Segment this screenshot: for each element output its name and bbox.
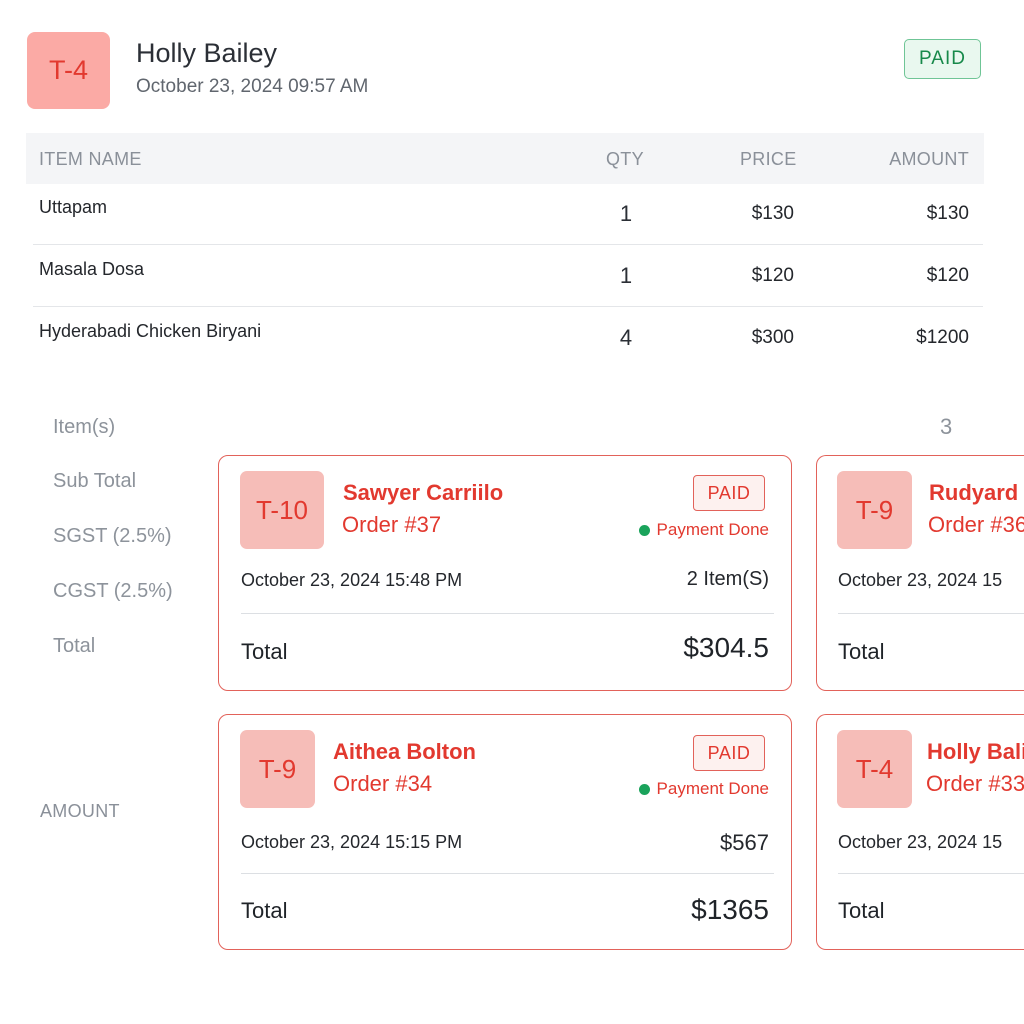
order-datetime: October 23, 2024 15:48 PM xyxy=(241,570,463,590)
items-count-label: Item(s) xyxy=(53,416,116,438)
card-divider xyxy=(838,613,1024,614)
order-datetime: October 23, 2024 15 xyxy=(838,570,1003,590)
table-row: Uttapam 1 $130 $130 xyxy=(26,185,984,247)
table-badge: T-9 xyxy=(837,471,912,549)
table-badge: T-4 xyxy=(837,730,912,808)
card-divider xyxy=(838,873,1024,874)
items-table-header: ITEM NAME QTY PRICE AMOUNT xyxy=(26,133,984,184)
order-datetime: October 23, 2024 15:15 PM xyxy=(241,832,463,852)
payment-status-text: Payment Done xyxy=(656,520,769,539)
order-card[interactable]: T-9 Aithea Bolton Order #34 PAID Payment… xyxy=(218,714,792,950)
amount-label: AMOUNT xyxy=(40,801,120,821)
subtotal-label: Sub Total xyxy=(53,470,137,492)
table-badge: T-9 xyxy=(240,730,315,808)
total-label: Total xyxy=(241,898,288,923)
order-datetime: October 23, 2024 09:57 AM xyxy=(136,76,369,97)
item-qty: 1 xyxy=(619,263,633,288)
row-divider xyxy=(33,306,983,307)
table-row: Masala Dosa 1 $120 $120 xyxy=(26,247,984,309)
item-amount: $120 xyxy=(926,265,969,286)
order-number: Order #37 xyxy=(342,512,442,537)
order-card[interactable]: T-10 Sawyer Carriilo Order #37 PAID Paym… xyxy=(218,455,792,691)
card-divider xyxy=(241,873,774,874)
total-label: Total xyxy=(838,898,885,923)
order-number: Order #34 xyxy=(333,771,433,796)
item-count: 2 Item(S) xyxy=(686,568,769,590)
item-name: Uttapam xyxy=(39,197,108,217)
item-amount: $130 xyxy=(926,203,969,224)
item-price: $300 xyxy=(751,327,794,348)
status-badge: PAID xyxy=(904,39,981,79)
table-badge: T-4 xyxy=(27,32,110,109)
total-label: Total xyxy=(53,635,96,657)
cgst-label: CGST (2.5%) xyxy=(53,580,173,602)
item-price: $120 xyxy=(751,265,794,286)
item-name: Hyderabadi Chicken Biryani xyxy=(39,321,262,341)
order-card[interactable]: T-9 Rudyard Order #36 October 23, 2024 1… xyxy=(816,455,1024,691)
total-label: Total xyxy=(838,639,885,664)
order-number: Order #33 xyxy=(926,771,1024,796)
order-datetime: October 23, 2024 15 xyxy=(838,832,1003,852)
table-row: Hyderabadi Chicken Biryani 4 $300 $1200 xyxy=(26,309,984,371)
customer-name: Sawyer Carriilo xyxy=(343,480,504,505)
order-total: $1365 xyxy=(691,894,769,925)
item-qty: 1 xyxy=(619,201,633,226)
order-meta: $567 xyxy=(720,830,769,855)
status-dot-icon xyxy=(638,524,650,536)
item-amount: $1200 xyxy=(916,327,969,348)
customer-name: Aithea Bolton xyxy=(333,739,476,764)
order-total: $304.5 xyxy=(683,632,769,663)
status-badge: PAID xyxy=(693,735,765,771)
payment-status: Payment Done xyxy=(638,520,769,540)
item-price: $130 xyxy=(751,203,794,224)
column-item-name: ITEM NAME xyxy=(39,149,142,169)
order-number: Order #36 xyxy=(928,512,1024,537)
order-card[interactable]: T-4 Holly Bali Order #33 October 23, 202… xyxy=(816,714,1024,950)
status-dot-icon xyxy=(638,783,650,795)
column-amount: AMOUNT xyxy=(889,149,969,169)
item-qty: 4 xyxy=(619,325,633,350)
column-price: PRICE xyxy=(740,149,797,169)
payment-status-text: Payment Done xyxy=(656,779,769,798)
total-label: Total xyxy=(241,639,288,664)
table-badge: T-10 xyxy=(240,471,324,549)
status-badge: PAID xyxy=(693,475,765,511)
customer-name: Holly Bali xyxy=(927,739,1024,764)
column-qty: QTY xyxy=(606,149,644,169)
customer-name: Rudyard xyxy=(929,480,1019,505)
item-name: Masala Dosa xyxy=(39,259,145,279)
customer-name: Holly Bailey xyxy=(136,38,278,68)
items-count: 3 xyxy=(940,414,953,439)
card-divider xyxy=(241,613,774,614)
sgst-label: SGST (2.5%) xyxy=(53,525,172,547)
row-divider xyxy=(33,244,983,245)
payment-status: Payment Done xyxy=(638,779,769,799)
